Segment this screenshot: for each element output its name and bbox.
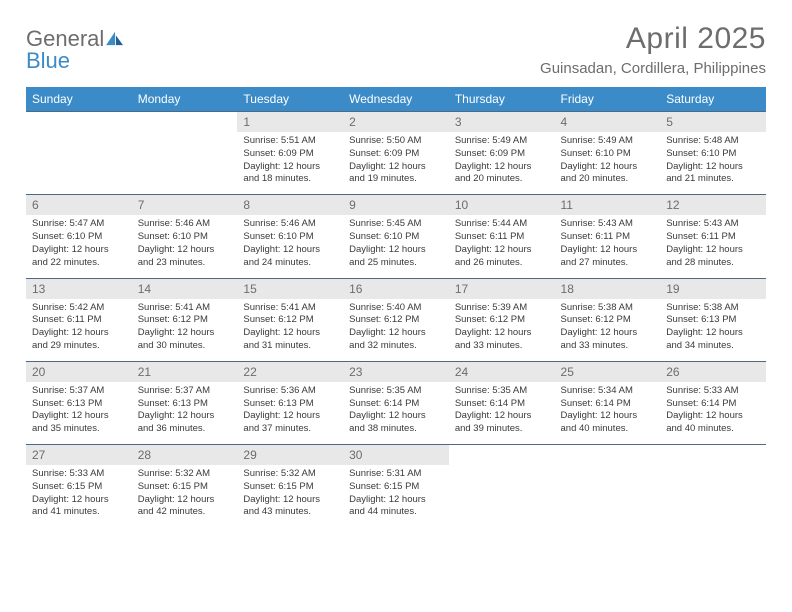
empty-cell	[132, 112, 238, 133]
day-detail: Sunrise: 5:35 AMSunset: 6:14 PMDaylight:…	[449, 382, 555, 445]
day-detail: Sunrise: 5:35 AMSunset: 6:14 PMDaylight:…	[343, 382, 449, 445]
calendar-table: SundayMondayTuesdayWednesdayThursdayFrid…	[26, 87, 766, 527]
empty-cell	[449, 465, 555, 527]
day-detail-row: Sunrise: 5:37 AMSunset: 6:13 PMDaylight:…	[26, 382, 766, 445]
title-block: April 2025 Guinsadan, Cordillera, Philip…	[540, 22, 766, 77]
day-detail: Sunrise: 5:51 AMSunset: 6:09 PMDaylight:…	[237, 132, 343, 195]
day-detail: Sunrise: 5:50 AMSunset: 6:09 PMDaylight:…	[343, 132, 449, 195]
day-number: 21	[132, 361, 238, 382]
day-detail: Sunrise: 5:38 AMSunset: 6:13 PMDaylight:…	[660, 299, 766, 362]
day-detail: Sunrise: 5:42 AMSunset: 6:11 PMDaylight:…	[26, 299, 132, 362]
day-number: 14	[132, 278, 238, 299]
day-header: Tuesday	[237, 87, 343, 112]
empty-cell	[26, 112, 132, 133]
day-number: 29	[237, 445, 343, 466]
day-detail: Sunrise: 5:39 AMSunset: 6:12 PMDaylight:…	[449, 299, 555, 362]
day-number-row: 6789101112	[26, 195, 766, 216]
month-title: April 2025	[540, 22, 766, 56]
day-number: 25	[555, 361, 661, 382]
day-number: 19	[660, 278, 766, 299]
day-number: 7	[132, 195, 238, 216]
day-number: 12	[660, 195, 766, 216]
day-detail: Sunrise: 5:48 AMSunset: 6:10 PMDaylight:…	[660, 132, 766, 195]
day-number: 3	[449, 112, 555, 133]
day-number-row: 20212223242526	[26, 361, 766, 382]
day-detail: Sunrise: 5:41 AMSunset: 6:12 PMDaylight:…	[132, 299, 238, 362]
calendar-page: GeneralBlue April 2025 Guinsadan, Cordil…	[0, 0, 792, 549]
day-detail: Sunrise: 5:47 AMSunset: 6:10 PMDaylight:…	[26, 215, 132, 278]
day-number: 27	[26, 445, 132, 466]
empty-cell	[555, 445, 661, 466]
day-number: 16	[343, 278, 449, 299]
day-detail: Sunrise: 5:36 AMSunset: 6:13 PMDaylight:…	[237, 382, 343, 445]
day-number: 24	[449, 361, 555, 382]
day-detail: Sunrise: 5:34 AMSunset: 6:14 PMDaylight:…	[555, 382, 661, 445]
day-number-row: 12345	[26, 112, 766, 133]
day-detail: Sunrise: 5:44 AMSunset: 6:11 PMDaylight:…	[449, 215, 555, 278]
day-header: Wednesday	[343, 87, 449, 112]
header: GeneralBlue April 2025 Guinsadan, Cordil…	[26, 22, 766, 77]
day-number-row: 13141516171819	[26, 278, 766, 299]
day-number: 10	[449, 195, 555, 216]
empty-cell	[660, 465, 766, 527]
day-detail: Sunrise: 5:41 AMSunset: 6:12 PMDaylight:…	[237, 299, 343, 362]
day-detail: Sunrise: 5:32 AMSunset: 6:15 PMDaylight:…	[132, 465, 238, 527]
empty-cell	[26, 132, 132, 195]
brand-logo: GeneralBlue	[26, 22, 125, 72]
day-detail: Sunrise: 5:40 AMSunset: 6:12 PMDaylight:…	[343, 299, 449, 362]
day-number: 18	[555, 278, 661, 299]
day-detail: Sunrise: 5:46 AMSunset: 6:10 PMDaylight:…	[237, 215, 343, 278]
day-number: 4	[555, 112, 661, 133]
day-detail: Sunrise: 5:37 AMSunset: 6:13 PMDaylight:…	[132, 382, 238, 445]
day-number: 30	[343, 445, 449, 466]
brand-part2: Blue	[26, 50, 125, 72]
day-number: 6	[26, 195, 132, 216]
day-number-row: 27282930	[26, 445, 766, 466]
day-detail-row: Sunrise: 5:33 AMSunset: 6:15 PMDaylight:…	[26, 465, 766, 527]
day-number: 22	[237, 361, 343, 382]
day-number: 28	[132, 445, 238, 466]
day-detail: Sunrise: 5:43 AMSunset: 6:11 PMDaylight:…	[555, 215, 661, 278]
day-detail: Sunrise: 5:31 AMSunset: 6:15 PMDaylight:…	[343, 465, 449, 527]
day-number: 17	[449, 278, 555, 299]
day-number: 15	[237, 278, 343, 299]
day-detail: Sunrise: 5:38 AMSunset: 6:12 PMDaylight:…	[555, 299, 661, 362]
day-number: 11	[555, 195, 661, 216]
day-number: 20	[26, 361, 132, 382]
day-number: 9	[343, 195, 449, 216]
day-detail: Sunrise: 5:46 AMSunset: 6:10 PMDaylight:…	[132, 215, 238, 278]
day-number: 2	[343, 112, 449, 133]
day-number: 1	[237, 112, 343, 133]
day-number: 26	[660, 361, 766, 382]
day-number: 23	[343, 361, 449, 382]
sail-icon	[105, 28, 125, 50]
day-detail: Sunrise: 5:33 AMSunset: 6:14 PMDaylight:…	[660, 382, 766, 445]
day-of-week-row: SundayMondayTuesdayWednesdayThursdayFrid…	[26, 87, 766, 112]
empty-cell	[449, 445, 555, 466]
day-detail: Sunrise: 5:45 AMSunset: 6:10 PMDaylight:…	[343, 215, 449, 278]
day-header: Monday	[132, 87, 238, 112]
day-header: Sunday	[26, 87, 132, 112]
day-header: Saturday	[660, 87, 766, 112]
day-number: 8	[237, 195, 343, 216]
day-detail: Sunrise: 5:49 AMSunset: 6:09 PMDaylight:…	[449, 132, 555, 195]
empty-cell	[132, 132, 238, 195]
location-label: Guinsadan, Cordillera, Philippines	[540, 60, 766, 77]
day-header: Thursday	[449, 87, 555, 112]
empty-cell	[660, 445, 766, 466]
day-detail: Sunrise: 5:49 AMSunset: 6:10 PMDaylight:…	[555, 132, 661, 195]
day-detail-row: Sunrise: 5:42 AMSunset: 6:11 PMDaylight:…	[26, 299, 766, 362]
day-detail: Sunrise: 5:37 AMSunset: 6:13 PMDaylight:…	[26, 382, 132, 445]
calendar-body: 12345Sunrise: 5:51 AMSunset: 6:09 PMDayl…	[26, 112, 766, 528]
day-number: 5	[660, 112, 766, 133]
day-detail: Sunrise: 5:43 AMSunset: 6:11 PMDaylight:…	[660, 215, 766, 278]
day-header: Friday	[555, 87, 661, 112]
day-detail-row: Sunrise: 5:47 AMSunset: 6:10 PMDaylight:…	[26, 215, 766, 278]
day-detail-row: Sunrise: 5:51 AMSunset: 6:09 PMDaylight:…	[26, 132, 766, 195]
empty-cell	[555, 465, 661, 527]
day-number: 13	[26, 278, 132, 299]
day-detail: Sunrise: 5:32 AMSunset: 6:15 PMDaylight:…	[237, 465, 343, 527]
day-detail: Sunrise: 5:33 AMSunset: 6:15 PMDaylight:…	[26, 465, 132, 527]
